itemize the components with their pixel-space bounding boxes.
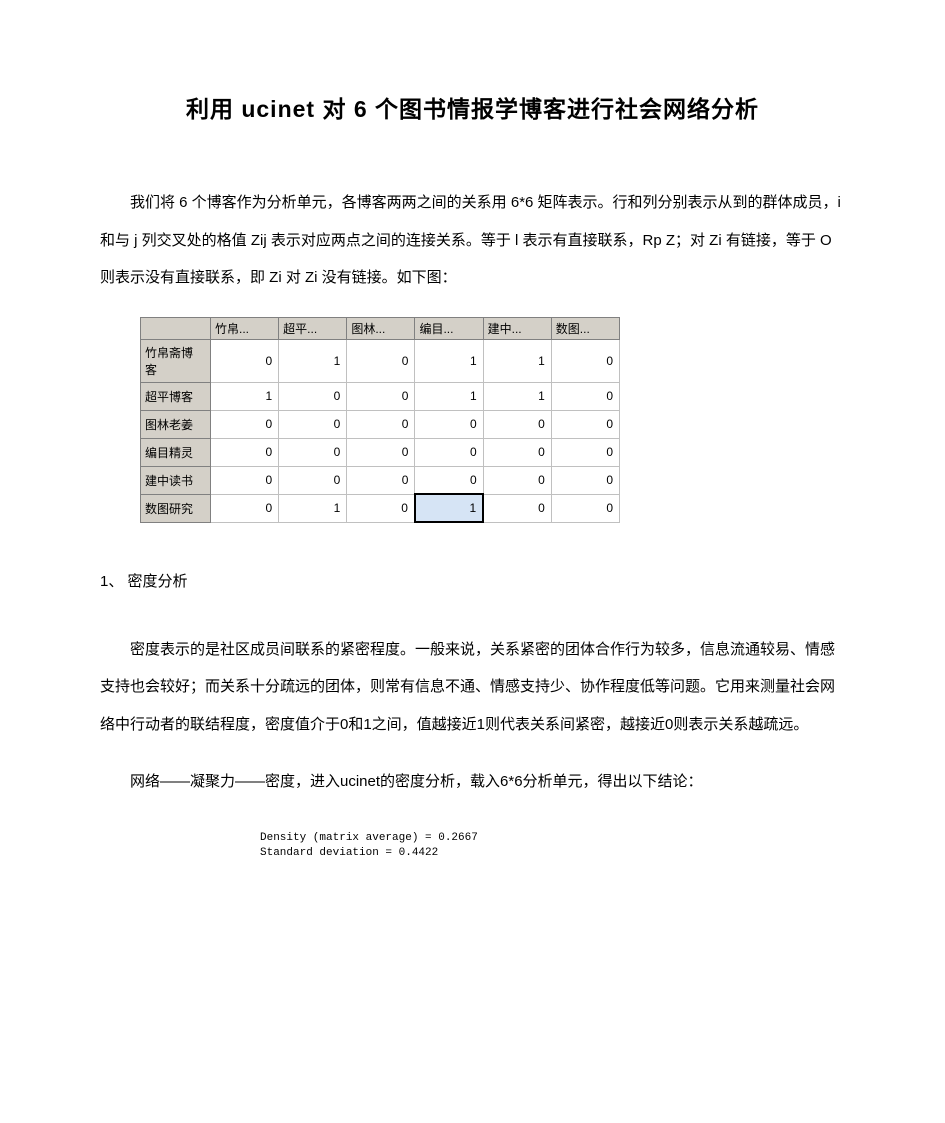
row-header-5: 数图研究 [141, 494, 211, 522]
col-header-1: 超平... [279, 317, 347, 339]
section1-heading: 1、 密度分析 [100, 563, 845, 601]
cell-4-4[interactable]: 0 [483, 466, 551, 494]
col-header-3: 编目... [415, 317, 483, 339]
cell-0-2[interactable]: 0 [347, 339, 415, 382]
cell-4-5[interactable]: 0 [551, 466, 619, 494]
cell-2-3[interactable]: 0 [415, 410, 483, 438]
row-header-2: 图林老姜 [141, 410, 211, 438]
cell-3-5[interactable]: 0 [551, 438, 619, 466]
cell-4-2[interactable]: 0 [347, 466, 415, 494]
cell-1-5[interactable]: 0 [551, 382, 619, 410]
cell-3-3[interactable]: 0 [415, 438, 483, 466]
cell-4-0[interactable]: 0 [211, 466, 279, 494]
cell-1-2[interactable]: 0 [347, 382, 415, 410]
col-header-0: 竹帛... [211, 317, 279, 339]
cell-1-4[interactable]: 1 [483, 382, 551, 410]
col-header-5: 数图... [551, 317, 619, 339]
cell-0-0[interactable]: 0 [211, 339, 279, 382]
cell-5-2[interactable]: 0 [347, 494, 415, 522]
cell-1-1[interactable]: 0 [279, 382, 347, 410]
page-title: 利用 ucinet 对 6 个图书情报学博客进行社会网络分析 [100, 90, 845, 124]
section1-p1: 密度表示的是社区成员间联系的紧密程度。一般来说，关系紧密的团体合作行为较多，信息… [100, 631, 845, 744]
cell-3-4[interactable]: 0 [483, 438, 551, 466]
col-header-4: 建中... [483, 317, 551, 339]
cell-3-2[interactable]: 0 [347, 438, 415, 466]
row-header-1: 超平博客 [141, 382, 211, 410]
cell-5-3[interactable]: 1 [415, 494, 483, 522]
cell-0-3[interactable]: 1 [415, 339, 483, 382]
cell-2-4[interactable]: 0 [483, 410, 551, 438]
cell-5-1[interactable]: 1 [279, 494, 347, 522]
intro-paragraph: 我们将 6 个博客作为分析单元，各博客两两之间的关系用 6*6 矩阵表示。行和列… [100, 184, 845, 297]
cell-0-1[interactable]: 1 [279, 339, 347, 382]
section1-p2: 网络——凝聚力——密度，进入ucinet的密度分析，载入6*6分析单元，得出以下… [100, 763, 845, 801]
col-header-2: 图林... [347, 317, 415, 339]
matrix-table: 竹帛... 超平... 图林... 编目... 建中... 数图... 竹帛斋博… [140, 317, 620, 524]
cell-1-0[interactable]: 1 [211, 382, 279, 410]
matrix-table-container: 竹帛... 超平... 图林... 编目... 建中... 数图... 竹帛斋博… [140, 317, 620, 524]
cell-1-3[interactable]: 1 [415, 382, 483, 410]
cell-4-3[interactable]: 0 [415, 466, 483, 494]
density-output: Density (matrix average) = 0.2667 Standa… [260, 831, 845, 862]
cell-2-5[interactable]: 0 [551, 410, 619, 438]
cell-0-5[interactable]: 0 [551, 339, 619, 382]
cell-2-0[interactable]: 0 [211, 410, 279, 438]
table-corner [141, 317, 211, 339]
row-header-3: 编目精灵 [141, 438, 211, 466]
cell-4-1[interactable]: 0 [279, 466, 347, 494]
cell-0-4[interactable]: 1 [483, 339, 551, 382]
cell-3-0[interactable]: 0 [211, 438, 279, 466]
output-line1: Density (matrix average) = 0.2667 [260, 831, 845, 846]
cell-2-2[interactable]: 0 [347, 410, 415, 438]
cell-5-0[interactable]: 0 [211, 494, 279, 522]
output-line2: Standard deviation = 0.4422 [260, 846, 845, 861]
cell-5-4[interactable]: 0 [483, 494, 551, 522]
row-header-0: 竹帛斋博客 [141, 339, 211, 382]
cell-3-1[interactable]: 0 [279, 438, 347, 466]
row-header-4: 建中读书 [141, 466, 211, 494]
cell-5-5[interactable]: 0 [551, 494, 619, 522]
cell-2-1[interactable]: 0 [279, 410, 347, 438]
